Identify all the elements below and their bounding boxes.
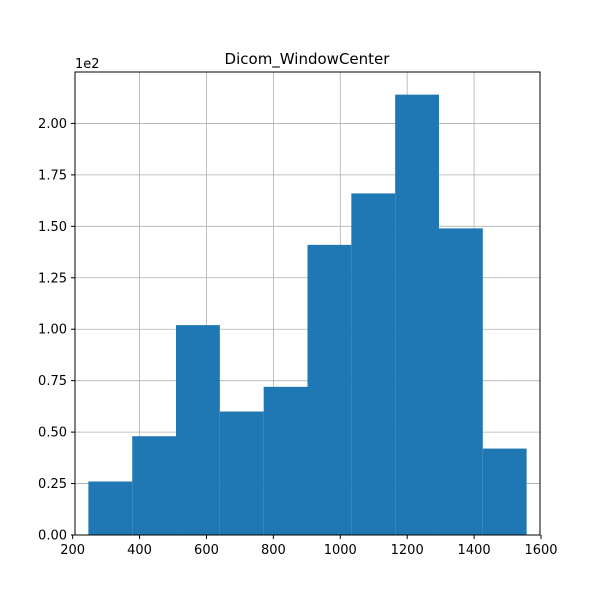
x-tick-label: 1600 [524,543,557,558]
histogram-bar [438,228,483,535]
x-tick-label: 400 [127,543,152,558]
histogram-bar [263,386,308,535]
histogram-bar [307,244,352,535]
y-tick-label: 0.75 [38,374,67,389]
y-axis: 0.00 0.25 0.50 0.75 1.00 1.25 1.50 1.75 2.00 [38,117,75,544]
histogram-bar [482,448,527,535]
histogram-bar [351,193,396,536]
chart-title: Dicom_WindowCenter [225,50,391,69]
x-axis: 200 400 600 800 1000 1200 1400 1600 [60,535,558,558]
y-tick-label: 1.00 [38,323,67,338]
plot-frame [74,71,541,536]
x-tick-label: 1400 [458,543,491,558]
histogram-bar [132,436,177,535]
x-tick-label: 200 [60,543,85,558]
y-tick-label: 1.25 [38,271,67,286]
y-tick-label: 1.75 [38,168,67,183]
axes-frame [74,71,541,536]
x-tick-label: 600 [194,543,219,558]
x-tick-label: 1000 [324,543,357,558]
y-tick-label: 0.00 [38,529,67,544]
x-tick-label: 1200 [391,543,424,558]
x-tick-label: 800 [261,543,286,558]
y-tick-label: 0.25 [38,477,67,492]
histogram-bar [176,325,220,535]
histogram-bars [88,94,527,536]
y-tick-label: 2.00 [38,117,67,132]
y-offset-label: 1e2 [75,57,100,72]
histogram-bar [88,481,133,535]
histogram-bar [219,411,264,535]
y-tick-label: 1.50 [38,220,67,235]
histogram-bar [395,94,439,535]
y-tick-label: 0.50 [38,426,67,441]
